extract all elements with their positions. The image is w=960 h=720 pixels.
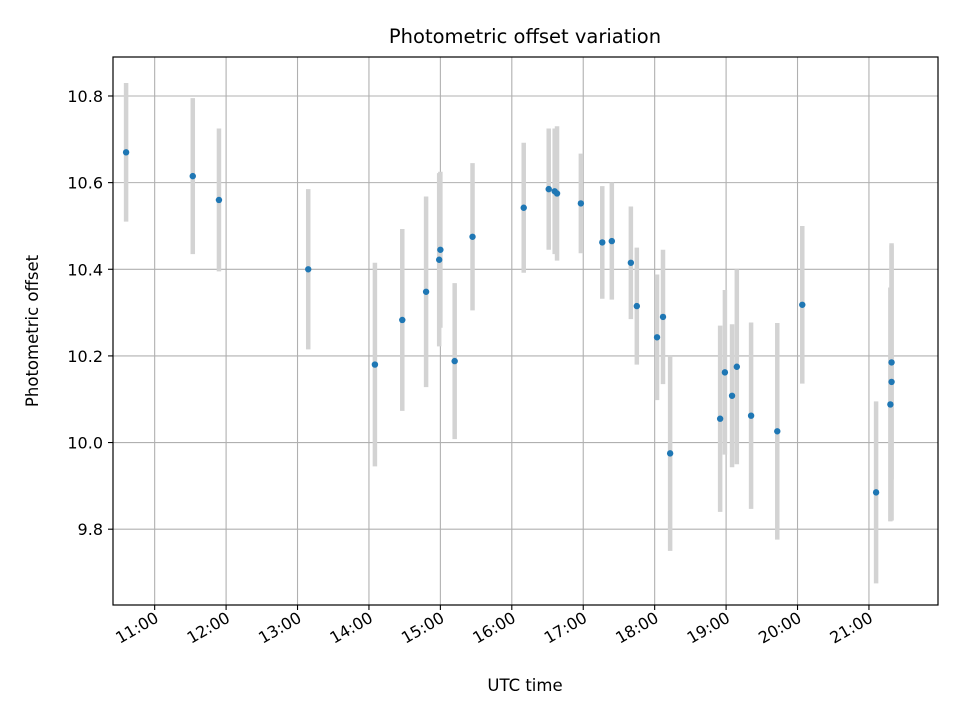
data-point	[653, 334, 661, 341]
data-point	[437, 246, 444, 253]
data-point	[633, 302, 641, 310]
data-point	[721, 369, 729, 376]
data-point	[728, 392, 736, 399]
data-point	[872, 489, 880, 496]
y-tick-label: 10.6	[67, 174, 103, 193]
x-axis-title: UTC time	[487, 676, 562, 695]
data-point	[627, 259, 635, 266]
y-tick-label: 9.8	[78, 520, 103, 539]
y-tick-label: 10.2	[67, 347, 103, 366]
data-point	[577, 200, 585, 207]
data-point	[799, 301, 806, 308]
data-point	[666, 450, 674, 457]
data-point	[774, 428, 781, 435]
data-point	[215, 196, 223, 204]
data-point	[545, 185, 552, 193]
chart-title: Photometric offset variation	[389, 25, 661, 48]
data-point	[520, 204, 527, 211]
data-point	[887, 401, 894, 408]
data-point	[422, 288, 430, 295]
y-axis: 9.8 10.0 10.2 10.4 10.6 10.8	[67, 87, 113, 539]
data-point	[435, 256, 443, 263]
data-point	[608, 237, 616, 245]
data-points	[122, 149, 895, 496]
data-point	[469, 233, 476, 240]
data-point	[747, 412, 755, 419]
data-point	[888, 378, 895, 386]
data-point	[122, 149, 130, 156]
data-point	[659, 313, 667, 321]
data-point	[599, 239, 606, 246]
y-tick-label: 10.4	[67, 260, 103, 279]
data-point	[451, 357, 458, 365]
y-tick-label: 10.8	[67, 87, 103, 106]
y-axis-title: Photometric offset	[23, 254, 42, 407]
data-point	[399, 316, 406, 324]
y-tick-label: 10.0	[67, 434, 103, 453]
data-point	[305, 266, 312, 273]
data-point	[371, 361, 379, 368]
plot-frame	[112, 56, 939, 606]
data-point	[189, 172, 196, 180]
data-point	[888, 359, 895, 366]
data-point	[733, 363, 741, 370]
data-point	[716, 415, 724, 422]
data-point	[553, 190, 561, 197]
